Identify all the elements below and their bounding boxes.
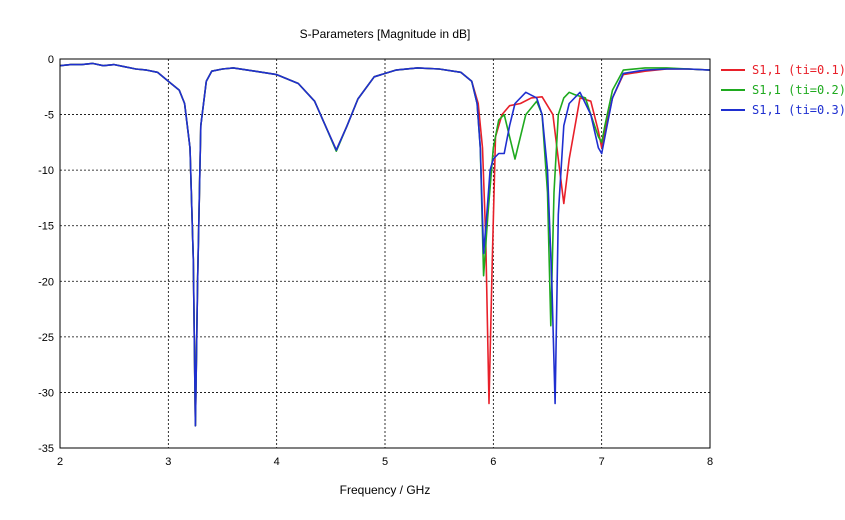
y-tick-label: -35	[38, 443, 54, 455]
x-tick-label: 4	[274, 456, 280, 468]
y-tick-label: 0	[48, 54, 54, 66]
grid-lines	[60, 59, 710, 448]
series-lines	[59, 62, 711, 427]
legend: S1,1 (ti=0.1) S1,1 (ti=0.2) S1,1 (ti=0.3)	[721, 63, 845, 117]
y-tick-label: -15	[38, 221, 54, 233]
y-tick-label: -25	[38, 332, 54, 344]
legend-label: S1,1 (ti=0.2)	[752, 83, 845, 97]
x-tick-label: 6	[490, 456, 496, 468]
x-tick-label: 8	[707, 456, 713, 468]
series-line-3	[59, 62, 711, 427]
chart-title: S-Parameters [Magnitude in dB]	[300, 27, 471, 41]
tick-labels: 2 3 4 5 6 7 8 0 -5 -10 -15 -20 -25 -30 -35	[38, 54, 713, 468]
y-tick-label: -5	[44, 110, 54, 122]
x-axis-label: Frequency / GHz	[340, 483, 431, 497]
legend-label: S1,1 (ti=0.1)	[752, 63, 845, 77]
y-tick-label: -20	[38, 276, 54, 288]
y-tick-label: -30	[38, 387, 54, 399]
y-tick-label: -10	[38, 165, 54, 177]
legend-label: S1,1 (ti=0.3)	[752, 103, 845, 117]
x-tick-label: 3	[165, 456, 171, 468]
x-tick-label: 5	[382, 456, 388, 468]
plot-frame	[59, 58, 711, 449]
x-tick-label: 2	[57, 456, 63, 468]
x-tick-label: 7	[599, 456, 605, 468]
